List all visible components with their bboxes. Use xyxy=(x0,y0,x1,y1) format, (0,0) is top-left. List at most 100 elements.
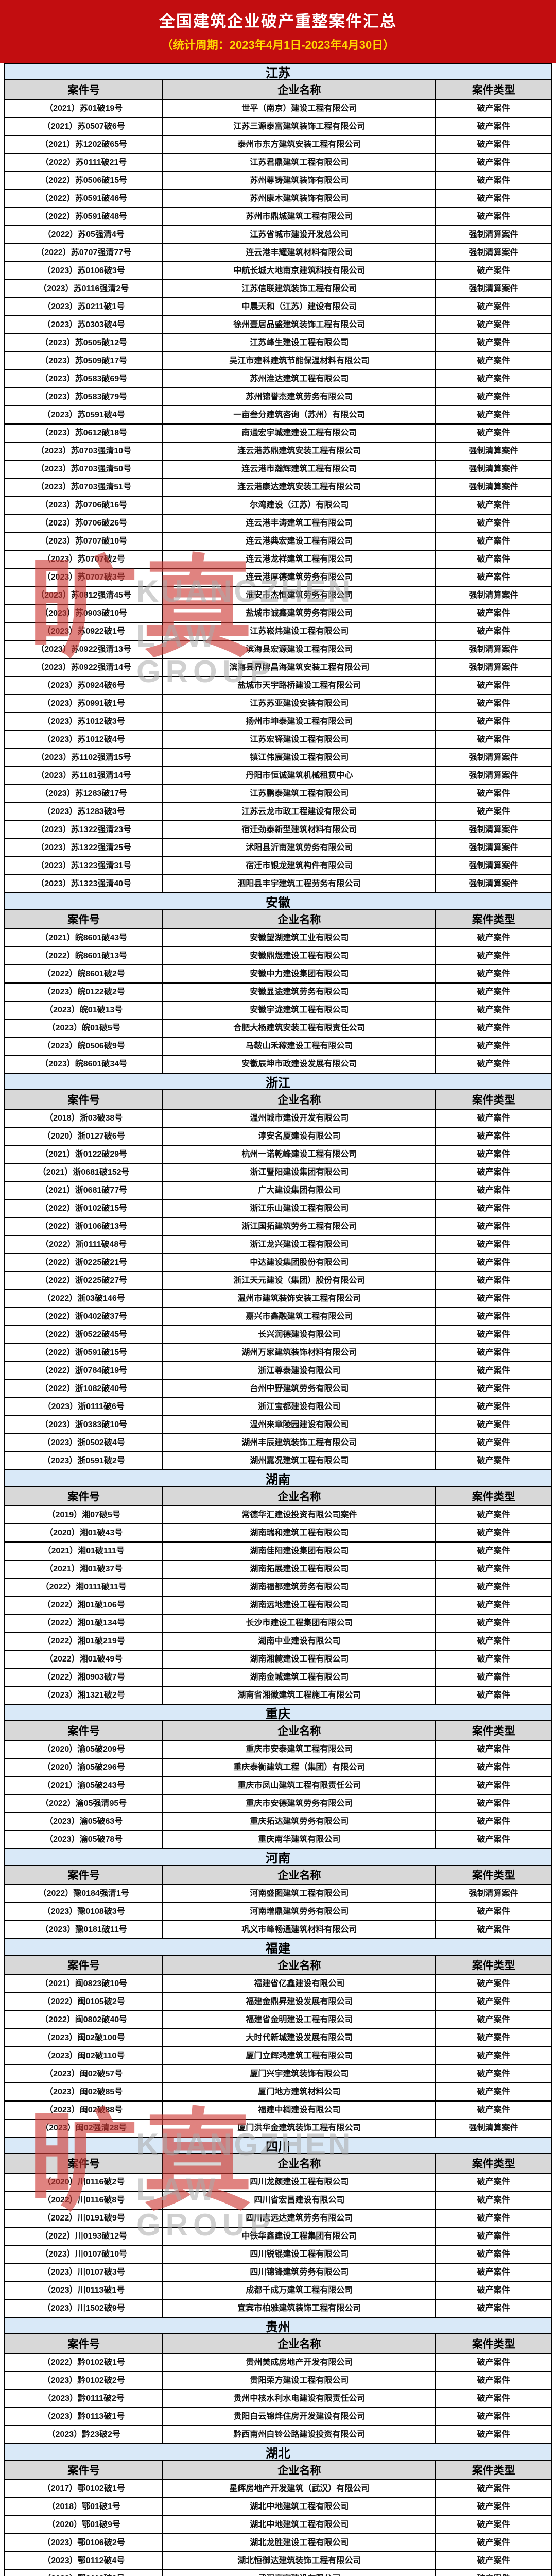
case-type-cell: 破产案件 xyxy=(477,1672,510,1682)
case-type-cell: 破产案件 xyxy=(477,1817,510,1826)
company-name-cell: 江苏君鼎建筑工程有限公司 xyxy=(163,154,437,172)
case-number-cell: （2022）湘01破106号 xyxy=(5,1597,164,1614)
case-number-cell: （2020）川0116破2号 xyxy=(5,2174,164,2191)
table-row: （2022）湘01破49号 湖南湘麓建设工程有限公司 破产案件 xyxy=(5,1651,551,1669)
case-number-cell: （2023）豫0181破11号 xyxy=(5,1921,164,1939)
case-type-cell: 破产案件 xyxy=(477,212,510,221)
company-name-cell: 南通宏宇城建建设工程有限公司 xyxy=(163,425,437,442)
company-name-cell: 苏州康木建筑装饰有限公司 xyxy=(163,190,437,208)
table-row: （2023）川1502破9号 宜宾市柏雅建筑装饰工程有限公司 破产案件 xyxy=(5,2300,551,2317)
case-number-cell: （2022）皖8601破13号 xyxy=(5,947,164,965)
column-header-case-number: 案件号 xyxy=(5,1866,164,1885)
column-header-company-name: 企业名称 xyxy=(163,2461,437,2480)
province-band: 福建 xyxy=(5,1939,551,1956)
case-type-cell: 强制清算案件 xyxy=(468,663,518,672)
company-name-cell: 江苏信联建筑装饰工程有限公司 xyxy=(163,280,437,298)
case-number-cell: （2021）苏0507破6号 xyxy=(5,118,164,135)
company-name-cell: 世平（南京）建设工程有限公司 xyxy=(163,100,437,117)
company-name-cell: 厦门立辉鸿建筑工程有限公司 xyxy=(163,2047,437,2065)
table-row: （2022）苏0591破48号 苏州市鼎城建筑工程有限公司 破产案件 xyxy=(5,208,551,227)
column-header-row: 案件号 企业名称 案件类型 xyxy=(5,1090,551,1110)
case-type-cell: 破产案件 xyxy=(477,1799,510,1808)
case-type-cell: 破产案件 xyxy=(477,1925,510,1934)
case-number-cell: （2021）闽0823破10号 xyxy=(5,1975,164,1993)
column-header-case-type: 案件类型 xyxy=(472,2465,515,2477)
case-type-cell: 强制清算案件 xyxy=(468,771,518,780)
table-row: （2023）闽02破100号 大时代新城建设发展有限公司 破产案件 xyxy=(5,2029,551,2048)
company-name-cell: 湖南福都建筑劳务有限公司 xyxy=(163,1579,437,1596)
case-number-cell: （2023）闽02破88号 xyxy=(5,2102,164,2119)
company-name-cell: 重庆市安德建筑劳务有限公司 xyxy=(163,1795,437,1812)
company-name-cell: 武汉亭宇建设有限公司 xyxy=(163,2570,437,2576)
province-band: 河南 xyxy=(5,1849,551,1866)
province-section: 湖北 案件号 企业名称 案件类型 （2017）鄂0102破1号 星辉房地产开发建… xyxy=(5,2443,551,2576)
company-name-cell: 湖州万家建筑装饰材料有限公司 xyxy=(163,1344,437,1362)
table-row: （2023）苏0116强清2号 江苏信联建筑装饰工程有限公司 强制清算案件 xyxy=(5,280,551,299)
company-name-cell: 重庆拓达建筑劳务有限公司 xyxy=(163,1813,437,1831)
table-row: （2020）川0116破2号 四川龙颜建设工程有限公司 破产案件 xyxy=(5,2174,551,2192)
case-type-cell: 破产案件 xyxy=(477,1907,510,1916)
case-type-cell: 破产案件 xyxy=(477,1456,510,1465)
company-name-cell: 湖南远地建设工程有限公司 xyxy=(163,1597,437,1614)
column-header-row: 案件号 企业名称 案件类型 xyxy=(5,2461,551,2481)
case-type-cell: 破产案件 xyxy=(477,392,510,401)
case-number-cell: （2022）苏0707强清77号 xyxy=(5,244,164,262)
column-header-row: 案件号 企业名称 案件类型 xyxy=(5,1721,551,1741)
company-name-cell: 温州城市建设开发有限公司 xyxy=(163,1110,437,1127)
case-type-cell: 强制清算案件 xyxy=(468,645,518,654)
case-type-cell: 破产案件 xyxy=(477,2213,510,2223)
table-row: （2023）苏0703强清50号 连云港市瀚辉建筑工程有限公司 强制清算案件 xyxy=(5,461,551,479)
table-row: （2023）苏0707破2号 连云港龙祥建筑工程有限公司 破产案件 xyxy=(5,551,551,569)
company-name-cell: 重庆市凤山建筑工程有限责任公司 xyxy=(163,1777,437,1794)
table-row: （2021）浙0122破29号 杭州一诺乾峰建设工程有限公司 破产案件 xyxy=(5,1146,551,1164)
table-row: （2023）闽02破88号 福建中榈建设有限公司 破产案件 xyxy=(5,2102,551,2120)
table-row: （2023）川0107破10号 四川锐锟建设工程有限公司 破产案件 xyxy=(5,2246,551,2264)
table-row: （2023）皖0506破9号 马鞍山禾稼建设工程有限公司 破产案件 xyxy=(5,1038,551,1056)
company-name-cell: 湖北中地建筑工程有限公司 xyxy=(163,2498,437,2516)
case-type-cell: 强制清算案件 xyxy=(468,230,518,239)
province-name: 重庆 xyxy=(266,1707,290,1721)
case-number-cell: （2022）川0191破9号 xyxy=(5,2210,164,2227)
company-name-cell: 安徽辰坤市政建设发展有限公司 xyxy=(163,1056,437,1073)
column-header-case-number: 案件号 xyxy=(5,1956,164,1975)
case-type-cell: 强制清算案件 xyxy=(468,590,518,600)
case-type-cell: 破产案件 xyxy=(477,2051,510,2060)
province-name: 浙江 xyxy=(266,1076,290,1090)
case-type-cell: 破产案件 xyxy=(477,1384,510,1393)
company-name-cell: 浙江宝都建设有限公司 xyxy=(163,1398,437,1416)
case-number-cell: （2023）苏0116强清2号 xyxy=(5,280,164,298)
table-row: （2022）川0116破8号 四川省宏昌建设有限公司 破产案件 xyxy=(5,2192,551,2210)
case-number-cell: （2020）湘01破43号 xyxy=(5,1524,164,1542)
table-row: （2023）苏0707破3号 连云港厚德建筑劳务有限公司 破产案件 xyxy=(5,569,551,587)
table-row: （2023）黔0102破2号 贵阳荣方建设工程有限公司 破产案件 xyxy=(5,2372,551,2391)
company-name-cell: 丹阳市恒诚建筑机械租赁中心 xyxy=(163,767,437,785)
case-number-cell: （2023）闽02破57号 xyxy=(5,2065,164,2083)
case-number-cell: （2023）苏1323强清31号 xyxy=(5,857,164,875)
case-number-cell: （2023）闽02破100号 xyxy=(5,2029,164,2047)
table-row: （2023）皖01破13号 安徽宇泷建筑工程有限公司 破产案件 xyxy=(5,1002,551,1020)
table-row: （2022）浙03破146号 温州市建筑装饰安装工程有限公司 破产案件 xyxy=(5,1290,551,1309)
case-number-cell: （2023）渝05破63号 xyxy=(5,1813,164,1831)
case-number-cell: （2022）湘0903破7号 xyxy=(5,1669,164,1686)
company-name-cell: 徐州壹居品盛建筑装饰工程有限公司 xyxy=(163,316,437,334)
table-row: （2023）苏0706破16号 尔湾建设（江苏）有限公司 破产案件 xyxy=(5,497,551,515)
table-row: （2022）黔0102破1号 贵州美成房地产开发有限公司 破产案件 xyxy=(5,2354,551,2372)
company-name-cell: 贵州中核水利水电建设有限责任公司 xyxy=(163,2390,437,2408)
company-name-cell: 滨海县界牌昌海建筑安装工程有限公司 xyxy=(163,659,437,676)
company-name-cell: 贵州美成房地产开发有限公司 xyxy=(163,2354,437,2371)
case-number-cell: （2023）苏1283破3号 xyxy=(5,803,164,821)
case-number-cell: （2023）苏0583破79号 xyxy=(5,388,164,406)
case-number-cell: （2023）皖0122破2号 xyxy=(5,984,164,1001)
company-name-cell: 厦门兴宇建筑装饰有限公司 xyxy=(163,2065,437,2083)
case-type-cell: 破产案件 xyxy=(477,2267,510,2277)
province-band: 湖南 xyxy=(5,1470,551,1487)
case-number-cell: （2023）苏0706破26号 xyxy=(5,515,164,532)
case-type-cell: 强制清算案件 xyxy=(468,482,518,492)
case-type-cell: 破产案件 xyxy=(477,1690,510,1700)
case-type-cell: 破产案件 xyxy=(477,1510,510,1519)
column-header-case-type: 案件类型 xyxy=(472,1725,515,1738)
case-type-cell: 破产案件 xyxy=(477,2087,510,2096)
case-type-cell: 破产案件 xyxy=(477,951,510,960)
case-number-cell: （2018）浙03破38号 xyxy=(5,1110,164,1127)
